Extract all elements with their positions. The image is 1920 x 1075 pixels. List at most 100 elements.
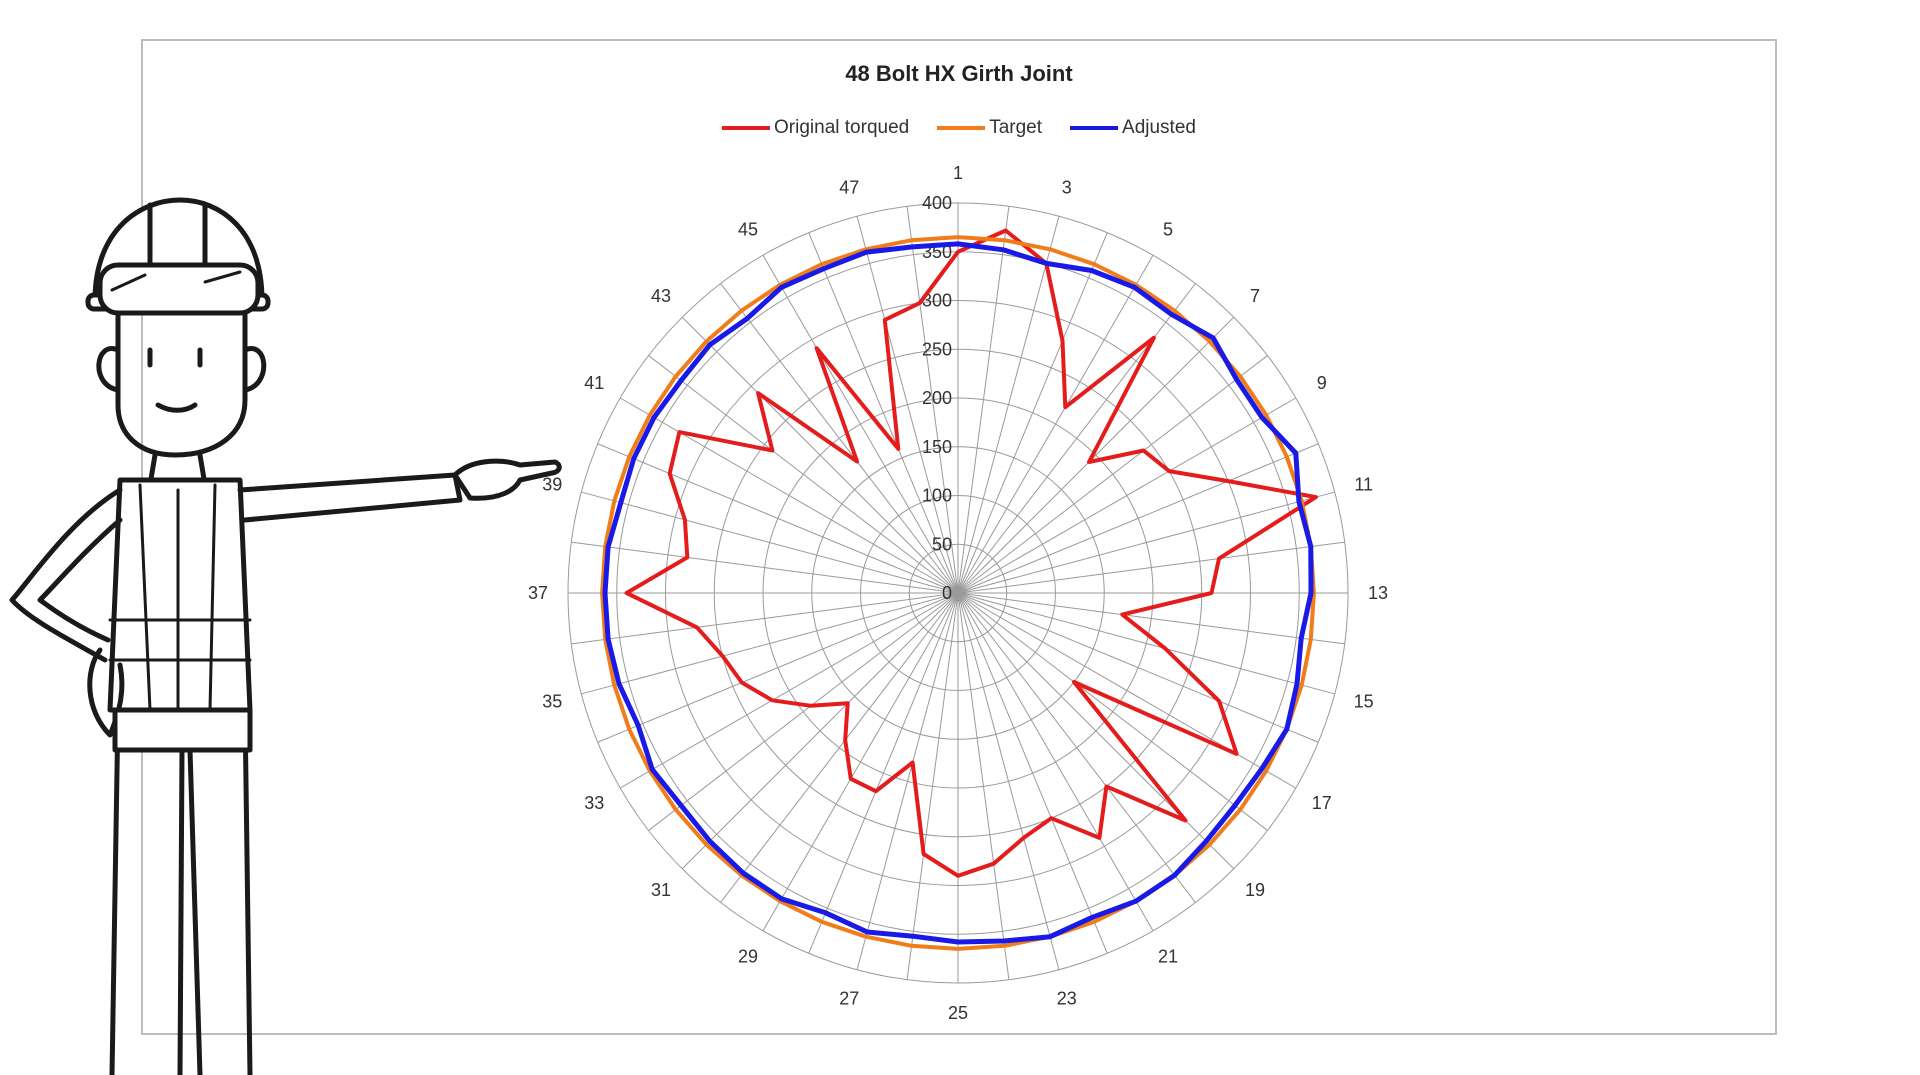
category-label: 21: [1158, 947, 1178, 967]
grid-spoke: [571, 541, 959, 594]
grid-spoke: [648, 355, 959, 594]
legend-label-adjusted: Adjusted: [1122, 117, 1196, 138]
grid-spoke: [957, 592, 1010, 980]
category-label: 9: [1317, 373, 1327, 393]
category-label: 23: [1057, 989, 1077, 1009]
grid-spoke: [957, 541, 1345, 594]
legend-label-original: Original torqued: [774, 117, 910, 138]
series-line-target: [600, 235, 1316, 951]
grid-spoke: [906, 592, 959, 980]
category-label: 17: [1312, 793, 1332, 813]
series-line-adjusted: [602, 241, 1314, 945]
grid-spoke: [581, 491, 959, 594]
radial-tick-label: 100: [922, 486, 952, 506]
grid-spoke: [681, 316, 959, 594]
grid-spoke: [957, 255, 1154, 594]
radial-tick-label: 0: [942, 583, 952, 603]
radial-tick-label: 50: [932, 534, 952, 554]
category-label: 29: [738, 947, 758, 967]
grid-spoke: [957, 443, 1319, 594]
chart-title: 48 Bolt HX Girth Joint: [845, 61, 1073, 86]
category-label: 31: [651, 880, 671, 900]
legend-item-original: Original torqued: [722, 117, 909, 139]
legend-label-target: Target: [989, 117, 1043, 138]
radial-tick-label: 400: [922, 193, 952, 213]
radial-tick-label: 150: [922, 437, 952, 457]
grid-spoke: [957, 216, 1060, 594]
grid-spoke: [957, 397, 1296, 594]
grid-spoke: [720, 592, 959, 903]
grid-spoke: [620, 397, 959, 594]
grid-spoke: [762, 592, 959, 931]
category-label: 45: [738, 219, 758, 239]
grid-spoke: [681, 592, 959, 870]
category-label: 47: [839, 177, 859, 197]
grid-spoke: [620, 592, 959, 789]
grid-spoke: [597, 443, 959, 594]
category-label: 35: [542, 692, 562, 712]
category-label: 11: [1354, 474, 1373, 494]
category-label: 1: [953, 163, 963, 183]
legend: Original torqued Target Adjusted: [143, 117, 1775, 139]
category-labels: 1357911131517192123252729313335373941434…: [528, 163, 1388, 1023]
grid-spoke: [720, 283, 959, 594]
grid-spoke: [957, 491, 1335, 594]
category-label: 27: [839, 989, 859, 1009]
grid-spoke: [957, 592, 1319, 743]
grid-spoke: [957, 592, 1196, 903]
construction-worker-illustration: [9, 197, 562, 1075]
grid-spoke: [762, 255, 959, 594]
category-label: 25: [948, 1003, 968, 1023]
grid-spoke: [957, 283, 1196, 594]
grid-spoke: [856, 216, 959, 594]
grid-spoke: [957, 592, 1235, 870]
grid-spoke: [957, 592, 1060, 970]
grid-spoke: [957, 592, 1154, 931]
category-label: 13: [1368, 583, 1388, 603]
category-label: 39: [542, 474, 562, 494]
grid-spoke: [808, 592, 959, 954]
worker-head: [115, 312, 248, 458]
grid-spoke: [856, 592, 959, 970]
category-label: 7: [1250, 286, 1260, 306]
grid-spoke: [957, 592, 1296, 789]
series-lines: [600, 228, 1318, 951]
radial-tick-label: 200: [922, 388, 952, 408]
grid-spoke: [957, 592, 1108, 954]
legend-item-target: Target: [937, 117, 1042, 139]
legend-item-adjusted: Adjusted: [1070, 117, 1196, 139]
legend-swatch-original: [722, 126, 771, 130]
grid-spoke: [957, 232, 1108, 594]
grid-spoke: [648, 592, 959, 831]
category-label: 3: [1062, 177, 1072, 197]
grid-spoke: [581, 592, 959, 695]
category-label: 19: [1245, 880, 1265, 900]
category-label: 43: [651, 286, 671, 306]
legend-swatch-target: [937, 126, 986, 130]
grid-spoke: [957, 316, 1235, 594]
category-label: 15: [1354, 692, 1374, 712]
grid-spoke: [906, 206, 959, 594]
grid-spoke: [957, 592, 1268, 831]
grid-spoke: [571, 592, 959, 645]
series-line-original-torqued: [624, 228, 1318, 878]
radial-tick-label: 300: [922, 291, 952, 311]
category-label: 37: [528, 583, 548, 603]
grid-spoke: [808, 232, 959, 594]
category-label: 41: [584, 373, 604, 393]
safety-vest: [107, 477, 253, 713]
category-label: 33: [584, 793, 604, 813]
category-label: 5: [1163, 219, 1173, 239]
grid-spoke: [957, 592, 1345, 645]
grid-spoke: [597, 592, 959, 743]
legend-swatch-adjusted: [1070, 126, 1119, 130]
pointing-arm: [237, 472, 463, 523]
radial-tick-label: 250: [922, 339, 952, 359]
radar-grid: [567, 202, 1349, 984]
grid-spoke: [957, 355, 1268, 594]
grid-spoke: [957, 206, 1010, 594]
grid-spoke: [957, 592, 1335, 695]
chart-frame: 48 Bolt HX Girth Joint Original torqued …: [141, 39, 1777, 1035]
